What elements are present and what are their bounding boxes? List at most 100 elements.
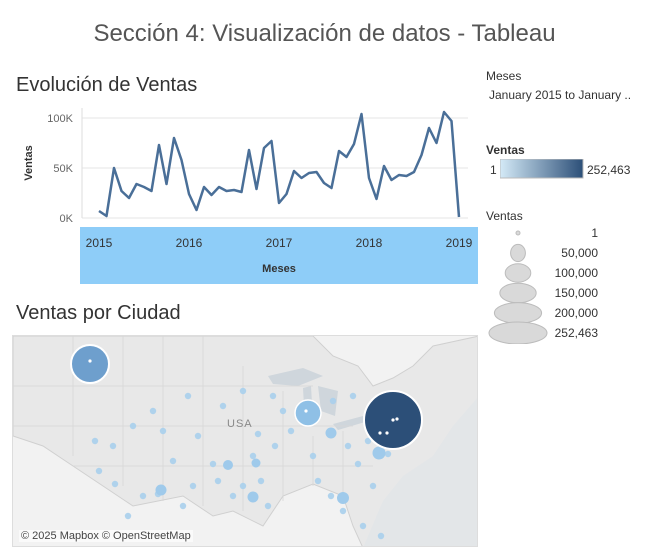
city-bubble[interactable] [179, 502, 187, 510]
sales-point[interactable] [246, 147, 252, 153]
city-bubble[interactable] [209, 460, 217, 468]
sales-point[interactable] [216, 184, 222, 190]
city-bubble[interactable] [219, 402, 227, 410]
city-bubble[interactable] [254, 430, 262, 438]
city-bubble[interactable] [377, 532, 385, 540]
city-bubble[interactable] [279, 407, 287, 415]
sales-point[interactable] [291, 168, 297, 174]
sales-point[interactable] [434, 140, 440, 146]
sales-point[interactable] [381, 163, 387, 169]
city-bubble[interactable] [184, 392, 192, 400]
city-bubble[interactable] [327, 492, 335, 500]
sales-point[interactable] [231, 187, 237, 193]
city-sales-map[interactable]: USA © 2025 Mapbox © OpenStreetMap [12, 335, 478, 547]
sales-point[interactable] [201, 184, 207, 190]
sales-point[interactable] [141, 184, 147, 190]
city-bubble[interactable] [364, 437, 372, 445]
sales-point[interactable] [306, 170, 312, 176]
sales-point[interactable] [366, 175, 372, 181]
sales-point[interactable] [254, 186, 260, 192]
sales-point[interactable] [314, 169, 320, 175]
sales-point[interactable] [269, 138, 275, 144]
city-bubble[interactable] [95, 467, 103, 475]
map-attribution[interactable]: © 2025 Mapbox © OpenStreetMap [19, 530, 193, 542]
sales-point[interactable] [134, 181, 140, 187]
filter-value[interactable]: January 2015 to January .. [489, 88, 632, 102]
city-bubble[interactable] [247, 491, 259, 503]
sales-point[interactable] [284, 191, 290, 197]
city-bubble[interactable] [359, 522, 367, 530]
sales-line-chart[interactable]: 0K 50K 100K Ventas 2015 2016 2017 2018 2019 Meses [14, 100, 480, 286]
sales-point[interactable] [321, 180, 327, 186]
sales-point[interactable] [411, 169, 417, 175]
city-bubble[interactable] [337, 492, 349, 504]
city-bubble[interactable] [189, 482, 197, 490]
city-bubble[interactable] [239, 387, 247, 395]
sales-point[interactable] [374, 196, 380, 202]
city-bubble[interactable] [271, 442, 279, 450]
city-bubble[interactable] [91, 437, 99, 445]
sales-point[interactable] [351, 141, 357, 147]
city-bubble[interactable] [249, 452, 257, 460]
city-bubble[interactable] [344, 442, 352, 450]
city-bubble[interactable] [194, 432, 202, 440]
sales-point[interactable] [396, 172, 402, 178]
sales-point[interactable] [456, 214, 462, 220]
city-bubble[interactable] [129, 422, 137, 430]
sales-point[interactable] [111, 165, 117, 171]
city-bubble[interactable] [369, 482, 377, 490]
city-bubble[interactable] [314, 477, 322, 485]
sales-point[interactable] [164, 181, 170, 187]
city-bubble[interactable] [214, 477, 222, 485]
city-bubble[interactable] [309, 452, 317, 460]
city-bubble[interactable] [111, 480, 119, 488]
city-bubble[interactable] [229, 492, 237, 500]
city-bubble[interactable] [384, 450, 392, 458]
sales-point[interactable] [156, 142, 162, 148]
sales-point[interactable] [404, 173, 410, 179]
sales-point[interactable] [359, 111, 365, 117]
city-bubble[interactable] [372, 446, 386, 460]
city-bubble[interactable] [139, 492, 147, 500]
sales-point[interactable] [171, 135, 177, 141]
city-bubble-chicago[interactable] [294, 399, 322, 427]
city-bubble[interactable] [159, 427, 167, 435]
sales-point[interactable] [179, 157, 185, 163]
city-bubble[interactable] [223, 460, 233, 470]
city-bubble-seattle[interactable] [70, 344, 110, 384]
city-bubble[interactable] [339, 507, 347, 515]
sales-point[interactable] [119, 188, 125, 194]
city-bubble[interactable] [149, 407, 157, 415]
sales-point[interactable] [224, 188, 230, 194]
sales-point[interactable] [194, 207, 200, 213]
city-bubble[interactable] [239, 482, 247, 490]
sales-point[interactable] [299, 175, 305, 181]
sales-point[interactable] [96, 208, 102, 214]
city-bubble[interactable] [264, 502, 272, 510]
city-bubble[interactable] [251, 458, 261, 468]
city-bubble[interactable] [169, 457, 177, 465]
sales-point[interactable] [104, 213, 110, 219]
x-axis-band[interactable] [80, 227, 478, 284]
city-bubble[interactable] [257, 477, 265, 485]
sales-series-line[interactable] [98, 110, 461, 218]
city-bubble[interactable] [124, 512, 132, 520]
city-bubble[interactable] [109, 442, 117, 450]
city-bubble[interactable] [287, 427, 295, 435]
sales-point[interactable] [449, 118, 455, 124]
sales-point[interactable] [344, 154, 350, 160]
sales-point[interactable] [126, 195, 132, 201]
sales-point[interactable] [209, 192, 215, 198]
sales-point[interactable] [419, 152, 425, 158]
city-bubble[interactable] [325, 427, 337, 439]
sales-point[interactable] [261, 145, 267, 151]
city-bubble[interactable] [155, 484, 167, 496]
sales-point[interactable] [329, 185, 335, 191]
sales-point[interactable] [336, 148, 342, 154]
city-bubble[interactable] [269, 392, 277, 400]
sales-point[interactable] [441, 109, 447, 115]
city-bubble[interactable] [354, 460, 362, 468]
sales-point[interactable] [186, 191, 192, 197]
sales-point[interactable] [149, 188, 155, 194]
sales-point[interactable] [426, 125, 432, 131]
